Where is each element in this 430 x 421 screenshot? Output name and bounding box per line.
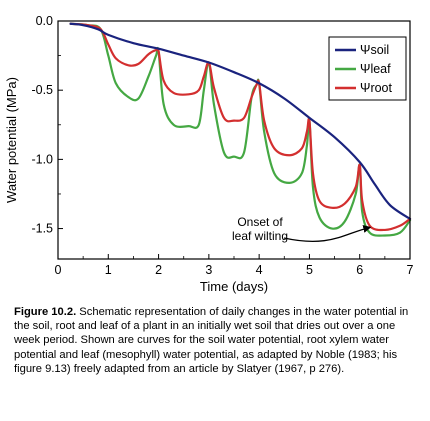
y-tick-label: -1.0 [31,152,53,166]
x-tick-label: 2 [155,263,162,277]
chart: 0 1 2 3 4 5 6 7 0.0 -0.5 -1.0 -1.5 Time (days) Water … [4,14,414,294]
figure-caption: Figure 10.2. Schematic representation of… [14,305,416,376]
series-line-2 [69,22,412,232]
annotation-text: Onset of [237,215,283,229]
x-tick-label: 1 [105,263,112,277]
y-tick-label: -1.5 [31,222,53,236]
legend-label: Ψroot [360,81,393,95]
series-layer [69,22,412,237]
caption-text: Schematic representation of daily change… [14,306,409,375]
series-line-0 [69,22,412,220]
y-tick-label: 0.0 [36,14,53,28]
y-tick-label: -0.5 [31,83,53,97]
caption-label: Figure 10.2. [14,306,77,318]
y-axis-title: Water potential (MPa) [4,77,19,203]
legend-label: Ψsoil [360,43,389,57]
annotation-text: leaf wilting [232,229,288,243]
x-tick-label: 4 [256,263,263,277]
legend: Ψsoil Ψleaf Ψroot [328,36,407,101]
x-tick-label: 5 [306,263,313,277]
axes-layer: 0 1 2 3 4 5 6 7 0.0 -0.5 -1.0 -1.5 Time (days) Water … [4,14,414,294]
x-tick-label: 0 [55,263,62,277]
x-tick-label: 7 [407,263,414,277]
annotation-arrow [283,225,372,242]
x-axis-title: Time (days) [200,279,268,294]
x-tick-label: 3 [205,263,212,277]
x-tick-label: 6 [356,263,363,277]
legend-label: Ψleaf [360,62,391,76]
series-line-1 [69,22,412,237]
